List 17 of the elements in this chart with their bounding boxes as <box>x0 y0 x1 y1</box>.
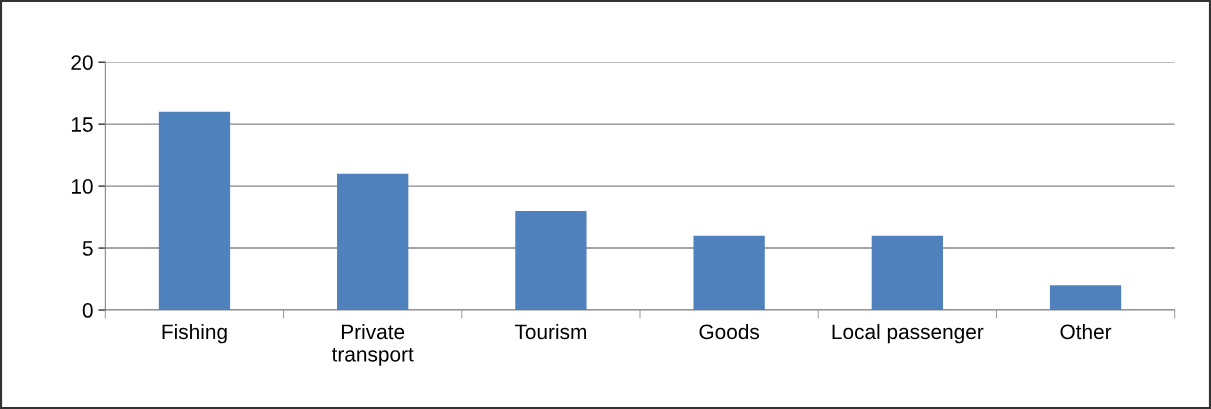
x-tick-label: Private transport <box>331 323 414 366</box>
x-tick-label: Local passenger <box>832 323 984 344</box>
x-tick-label: Fishing <box>162 323 227 344</box>
y-tick-label: 0 <box>82 303 93 318</box>
bar <box>693 235 765 311</box>
y-tick-label: 20 <box>71 55 93 70</box>
bar <box>337 173 409 311</box>
y-tick-label: 15 <box>71 117 93 132</box>
x-tick-label: Tourism <box>514 323 586 340</box>
x-tick-label: Other <box>1060 323 1112 340</box>
bar <box>1049 285 1122 311</box>
bar <box>515 210 587 311</box>
bar <box>158 111 231 311</box>
y-tick-label: 10 <box>71 179 93 194</box>
x-tick-label: Goods <box>699 323 760 340</box>
y-tick-label: 5 <box>82 241 93 256</box>
bar <box>871 235 943 311</box>
